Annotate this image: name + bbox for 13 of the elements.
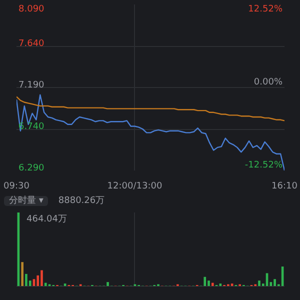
y2-tick-label: -12.52%: [244, 160, 283, 170]
annotation: 464.04万: [26, 214, 67, 224]
y-tick-label: 8.090: [18, 4, 45, 14]
y-tick-label: 7.190: [18, 80, 45, 90]
y-tick-label: 7.640: [18, 39, 45, 49]
x-tick-label: 16:10: [272, 182, 298, 192]
text: 分时量 ▾: [4, 196, 48, 206]
x-tick-label: 12:00/13:00: [107, 182, 162, 192]
y2-tick-label: 0.00%: [254, 78, 283, 88]
x-tick-label: 09:30: [4, 182, 30, 192]
y-tick-label: 6.290: [18, 164, 45, 174]
y2-tick-label: 12.52%: [248, 4, 283, 14]
text: 8880.26万: [58, 196, 105, 206]
